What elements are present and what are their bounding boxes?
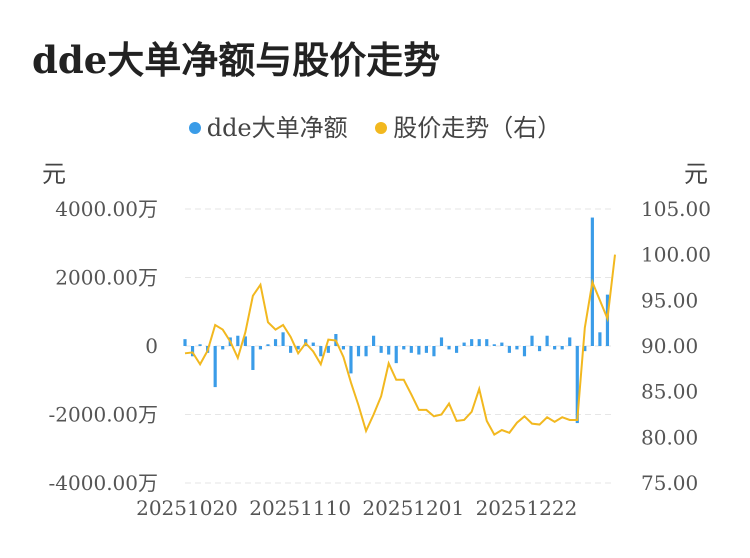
dde-bar <box>402 346 406 350</box>
dde-bar <box>470 339 474 346</box>
legend-item-dde[interactable]: dde大单净额 <box>188 108 348 143</box>
dde-bar <box>507 346 511 353</box>
dde-bar <box>598 332 602 346</box>
dde-bar <box>560 346 564 350</box>
dde-bar <box>387 346 391 355</box>
dde-bar <box>568 337 572 346</box>
dde-bar <box>409 346 413 353</box>
dde-bar <box>251 346 255 370</box>
right-tick-label: 80.00 <box>641 425 698 449</box>
dde-bar <box>522 346 527 357</box>
dde-bar <box>394 346 398 364</box>
dde-bar <box>258 346 263 350</box>
dde-bar <box>454 346 459 353</box>
dde-bar <box>213 346 217 388</box>
chart-title: dde大单净额与股价走势 <box>32 38 441 82</box>
dde-bar <box>198 344 202 346</box>
dde-bar <box>545 335 549 346</box>
left-tick-label: -2000.00万 <box>49 403 158 427</box>
left-tick-label: 2000.00万 <box>55 266 158 290</box>
left-axis-ticks: 4000.00万 2000.00万 0 -2000.00万 -4000.00万 <box>49 197 158 495</box>
dde-bar <box>372 335 376 346</box>
dde-bar <box>537 346 542 352</box>
legend-label-dde: dde大单净额 <box>206 114 348 142</box>
legend-label-price: 股价走势（右） <box>393 114 562 142</box>
dde-bar <box>349 346 353 374</box>
dde-bar <box>477 339 481 346</box>
dde-bar <box>432 346 436 357</box>
dde-bar <box>356 346 361 357</box>
right-tick-label: 90.00 <box>641 334 698 358</box>
dde-bar <box>289 346 293 353</box>
dde-bar <box>515 346 519 350</box>
dde-bar <box>183 339 187 346</box>
right-tick-label: 95.00 <box>641 288 698 312</box>
dde-bar <box>492 344 496 346</box>
dde-bar <box>462 342 466 346</box>
dde-bar <box>266 344 270 346</box>
left-tick-label: 0 <box>145 334 158 358</box>
dde-bar <box>236 335 240 346</box>
dde-bar <box>379 346 383 353</box>
dde-bar <box>447 346 451 350</box>
dde-bar <box>575 346 579 424</box>
legend: dde大单净额 股价走势（右） <box>0 108 750 143</box>
x-tick-label: 20251110 <box>249 496 351 520</box>
x-tick-label: 20251222 <box>476 496 578 520</box>
left-axis-unit: 元 <box>42 160 66 188</box>
right-axis-ticks: 105.00 100.00 95.00 90.00 85.00 80.00 75.00 <box>641 197 711 495</box>
dde-bar <box>439 337 444 346</box>
right-axis-unit: 元 <box>684 160 708 188</box>
legend-dot-dde <box>188 121 201 134</box>
dde-bar <box>341 346 346 350</box>
dde-bar <box>417 346 421 355</box>
dde-bar <box>221 346 225 350</box>
dde-bar <box>296 346 300 350</box>
dde-bar <box>281 332 285 346</box>
dde-bar <box>243 336 247 346</box>
dde-bar <box>485 339 489 346</box>
dde-bar <box>424 346 428 353</box>
dde-bar <box>311 342 315 346</box>
dde-bar <box>500 342 504 346</box>
x-tick-label: 20251020 <box>136 496 238 520</box>
grid-lines <box>185 208 615 484</box>
dde-bar <box>319 346 323 357</box>
dde-bar <box>190 346 195 357</box>
x-tick-label: 20251201 <box>362 496 464 520</box>
legend-dot-price <box>375 121 388 134</box>
dde-bar <box>273 339 278 346</box>
dde-bar <box>583 346 587 352</box>
dde-bar <box>530 335 534 346</box>
right-tick-label: 100.00 <box>641 243 711 267</box>
dde-bar <box>364 346 368 357</box>
left-tick-label: 4000.00万 <box>55 197 158 221</box>
dde-bar <box>326 346 330 353</box>
right-tick-label: 105.00 <box>641 197 711 221</box>
left-tick-label: -4000.00万 <box>49 471 158 495</box>
x-axis-ticks: 20251020 20251110 20251201 20251222 <box>136 496 577 520</box>
dde-bar <box>553 346 557 350</box>
legend-item-price[interactable]: 股价走势（右） <box>375 108 561 143</box>
right-tick-label: 85.00 <box>641 380 698 404</box>
price-line <box>184 254 616 436</box>
right-tick-label: 75.00 <box>641 471 698 495</box>
